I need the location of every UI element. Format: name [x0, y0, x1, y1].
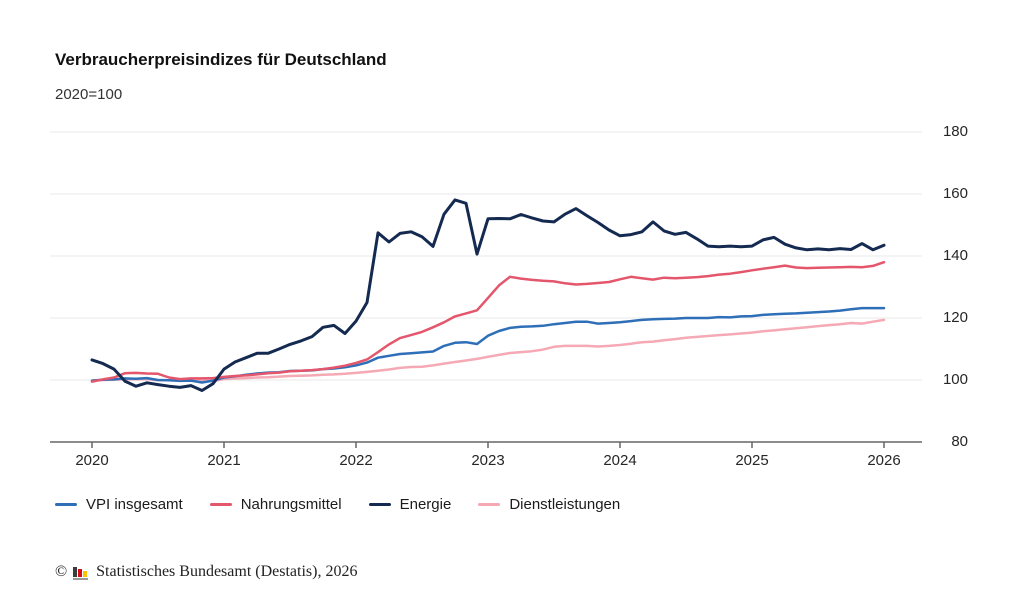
series-line-vpi-insgesamt [90, 306, 886, 384]
legend-swatch-nahrungsmittel [209, 503, 232, 506]
x-axis-label: 2025 [735, 452, 769, 469]
legend-label: Nahrungsmittel [240, 496, 342, 513]
series-line-dienstleistungen [90, 318, 886, 383]
legend-label: Energie [399, 496, 452, 513]
x-axis-label: 2021 [207, 452, 241, 469]
legend-swatch-vpi [55, 503, 77, 506]
y-axis-label: 120 [942, 309, 968, 326]
legend: VPI insgesamt Nahrungsmittel Energie Die… [55, 496, 620, 513]
legend-item-nahrungsmittel[interactable]: Nahrungsmittel [209, 496, 342, 513]
y-axis-label: 180 [942, 123, 968, 140]
y-axis-label: 160 [942, 185, 968, 202]
copyright-symbol: © [55, 563, 68, 580]
legend-item-energie[interactable]: Energie [368, 496, 452, 513]
legend-label: VPI insgesamt [86, 496, 183, 513]
legend-swatch-energie [368, 503, 391, 506]
x-axis-label: 2026 [867, 452, 901, 469]
x-axis-label: 2024 [603, 452, 637, 469]
series-line-nahrungsmittel [90, 260, 886, 383]
series-line-energie [90, 198, 886, 392]
destatis-barchart-logo-icon [73, 565, 90, 580]
y-axis-label: 100 [942, 371, 968, 388]
legend-item-dienstleistungen[interactable]: Dienstleistungen [478, 496, 620, 513]
y-axis-label: 140 [942, 247, 968, 264]
source-line: © Statistisches Bundesamt (Destatis), 20… [55, 563, 357, 581]
legend-swatch-dienstleistungen [478, 503, 501, 506]
x-axis-label: 2022 [339, 452, 373, 469]
y-axis-label: 80 [951, 433, 968, 450]
source-text: Statistisches Bundesamt (Destatis), 2026 [96, 563, 358, 580]
legend-item-vpi-insgesamt[interactable]: VPI insgesamt [55, 496, 183, 513]
x-axis-label: 2023 [471, 452, 505, 469]
chart-title: Verbraucherpreisindizes für Deutschland [55, 50, 387, 69]
legend-label: Dienstleistungen [509, 496, 621, 513]
x-axis-label: 2020 [75, 452, 109, 469]
chart-subtitle: 2020=100 [55, 86, 123, 103]
